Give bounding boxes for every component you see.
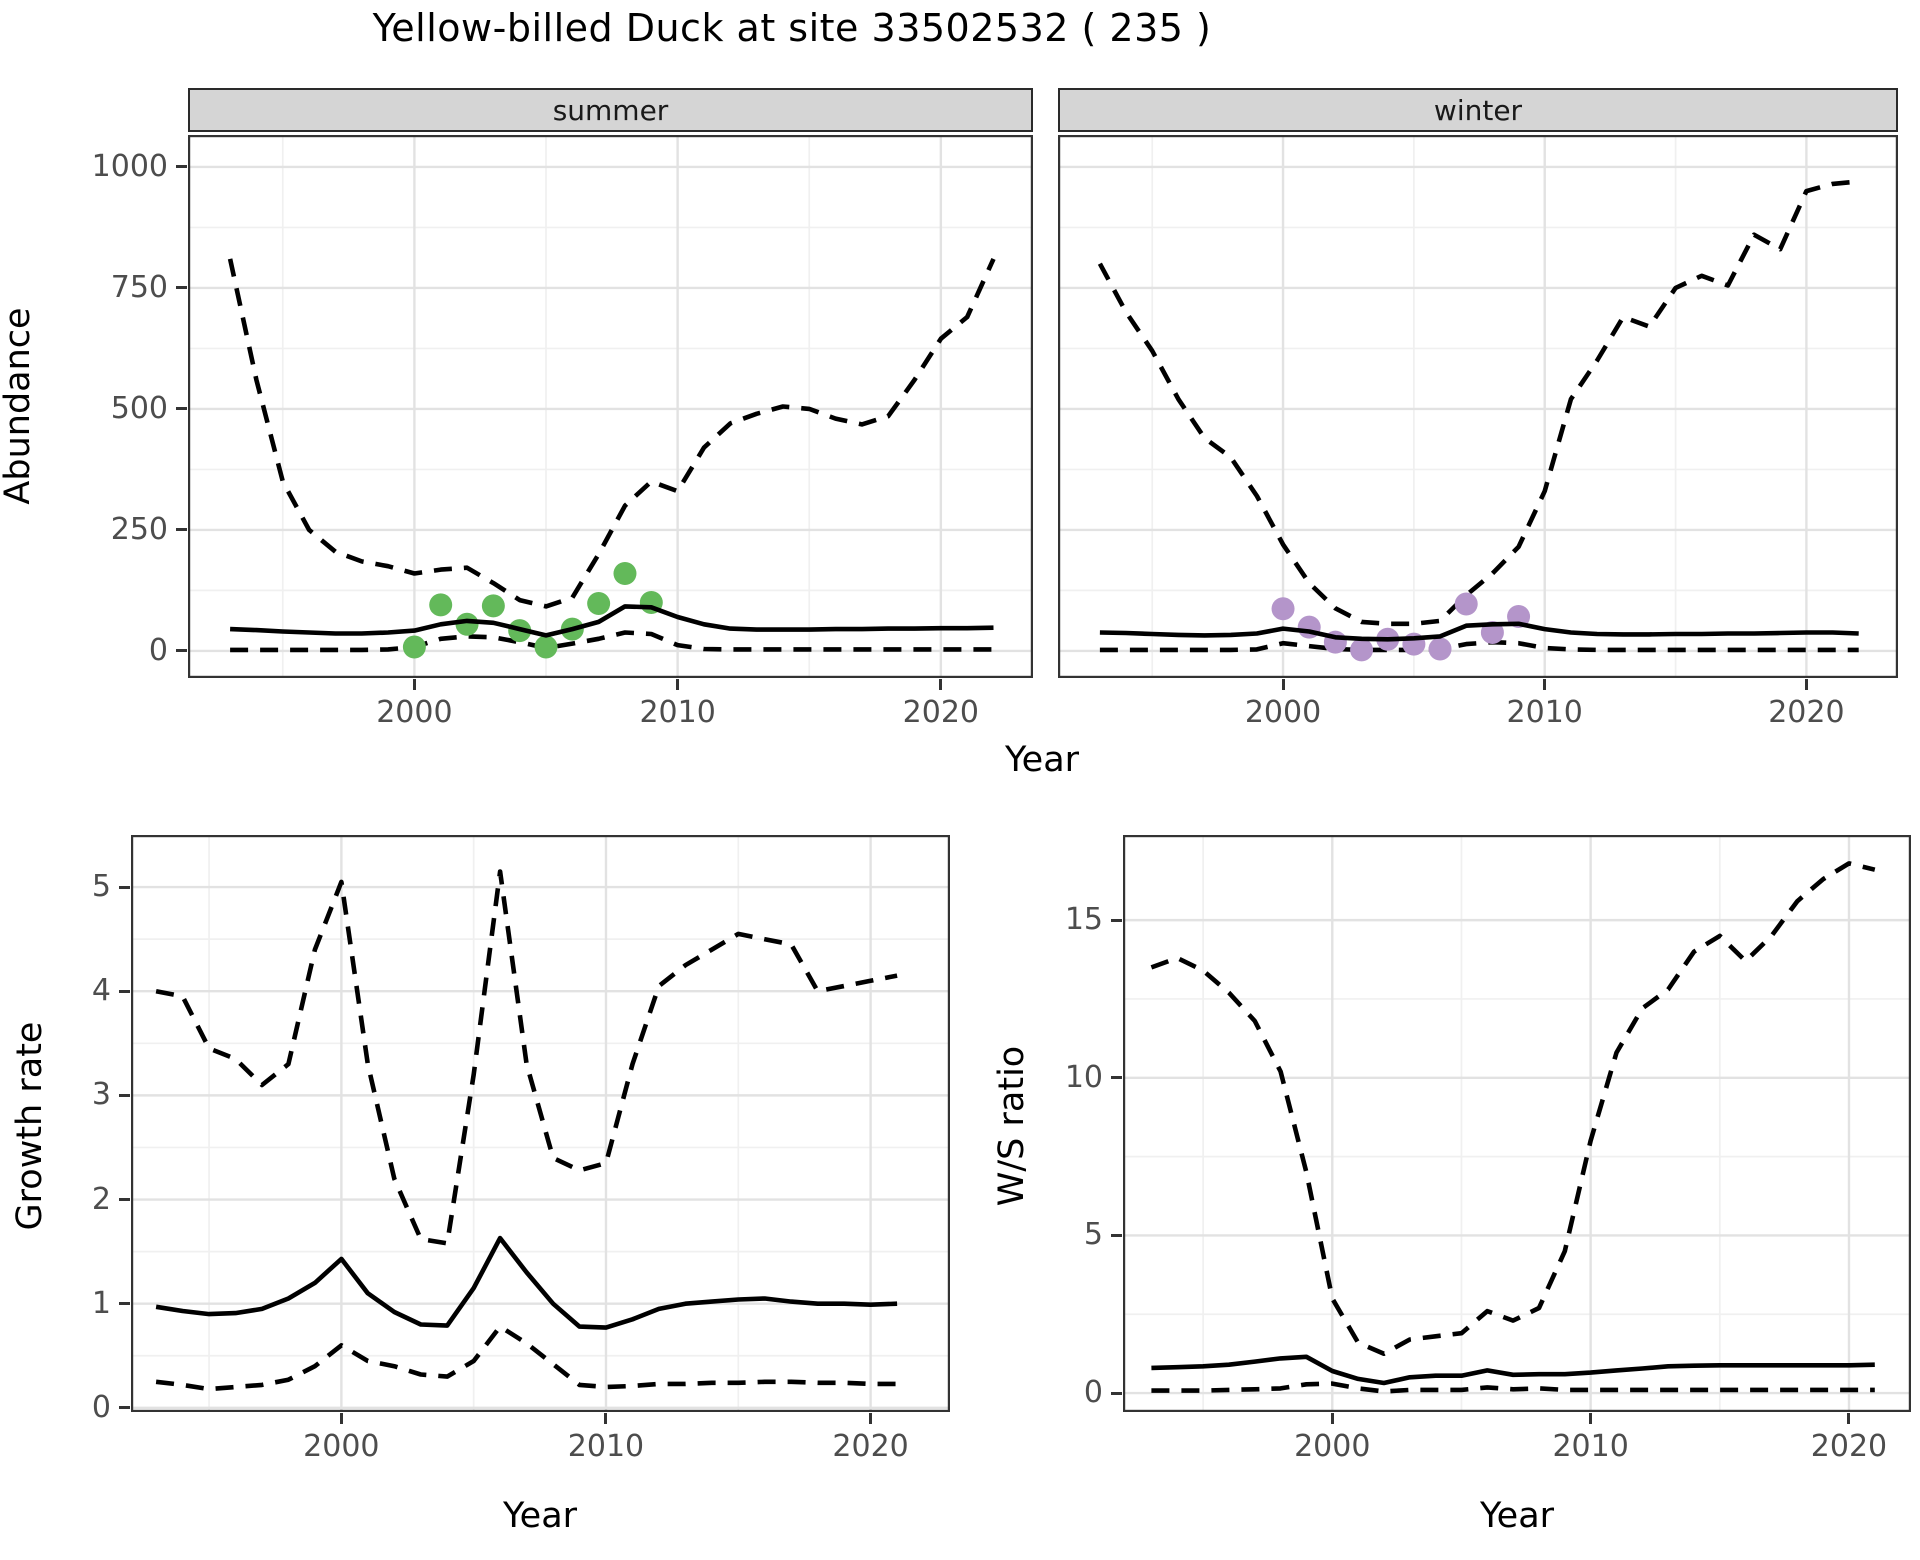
y-axis-title-growth-rate: Growth rate <box>10 1021 50 1231</box>
x-axis-title-year-growth: Year <box>502 1496 578 1536</box>
facet-strip-winter: winter <box>1058 88 1898 132</box>
x-tick-abundance-winter <box>1543 679 1547 690</box>
observed-counts-summer-point <box>534 635 558 659</box>
panel-abundance-winter <box>1058 135 1898 678</box>
y-tick-growth-rate <box>119 1302 130 1306</box>
growth-rate-median-line <box>155 1235 898 1330</box>
observed-counts-winter-point <box>1350 638 1374 662</box>
x-tick-abundance-winter <box>1804 679 1808 690</box>
y-tick-growth-rate <box>119 1406 130 1410</box>
x-tick-label-growth-rate: 2010 <box>567 1429 645 1464</box>
panel-ws-ratio <box>1123 835 1911 1412</box>
x-tick-label-abundance-summer: 2020 <box>902 695 980 730</box>
abundance-winter-lower_ci-line <box>1099 639 1859 653</box>
x-tick-label-abundance-winter: 2010 <box>1506 695 1583 730</box>
x-tick-growth-rate <box>339 1413 343 1424</box>
y-tick-ws-ratio <box>1111 1076 1122 1080</box>
facet-strip-winter-label: winter <box>1433 93 1523 127</box>
y-tick-label-growth-rate: 3 <box>91 1077 111 1113</box>
x-tick-abundance-summer <box>412 679 416 690</box>
y-tick-label-growth-rate: 1 <box>91 1285 111 1321</box>
observed-counts-winter-point <box>1428 637 1452 661</box>
growth-rate-upper_ci-line <box>155 869 898 1246</box>
y-tick-ws-ratio <box>1111 1391 1122 1395</box>
observed-counts-summer-point <box>429 593 453 617</box>
y-tick-label-growth-rate: 2 <box>91 1181 111 1217</box>
x-tick-growth-rate <box>869 1413 873 1424</box>
ws-ratio-upper_ci-line <box>1150 861 1876 1356</box>
y-tick-label-growth-rate: 5 <box>91 869 111 905</box>
abundance-summer-upper_ci-line <box>227 257 996 609</box>
abundance-summer-lower_ci-line <box>230 630 994 653</box>
y-tick-label-ws-ratio: 5 <box>1083 1217 1103 1253</box>
x-tick-label-ws-ratio: 2020 <box>1810 1429 1888 1464</box>
ws-ratio-median-line <box>1151 1354 1875 1386</box>
y-tick-growth-rate <box>119 989 130 993</box>
y-tick-ws-ratio <box>1111 918 1122 922</box>
abundance-summer-median-line <box>230 604 994 638</box>
abundance-winter-median-line <box>1099 621 1859 642</box>
facet-strip-summer: summer <box>188 88 1033 132</box>
observed-counts-winter-point <box>1454 592 1478 616</box>
figure-title: Yellow-billed Duck at site 33502532 ( 23… <box>372 6 1212 50</box>
observed-counts-summer-point <box>455 612 479 636</box>
y-tick-label-ws-ratio: 0 <box>1083 1375 1103 1411</box>
y-tick-abundance-summer <box>176 528 187 532</box>
x-tick-label-growth-rate: 2000 <box>303 1429 380 1464</box>
x-tick-label-abundance-winter: 2020 <box>1768 695 1845 730</box>
growth-rate-lower_ci-line <box>155 1324 898 1392</box>
observed-counts-summer-point <box>613 561 637 585</box>
x-tick-abundance-summer <box>676 679 680 690</box>
x-tick-label-abundance-summer: 2010 <box>639 695 716 730</box>
x-tick-label-abundance-summer: 2000 <box>376 695 453 730</box>
y-tick-growth-rate <box>119 1198 130 1202</box>
y-tick-label-abundance-summer: 1000 <box>91 148 168 184</box>
y-axis-title-abundance: Abundance <box>0 307 38 505</box>
x-tick-label-abundance-winter: 2000 <box>1244 695 1322 730</box>
y-tick-label-growth-rate: 0 <box>91 1389 111 1425</box>
panel-abundance-summer <box>188 135 1033 678</box>
x-axis-title-year-ws: Year <box>1479 1496 1555 1536</box>
y-tick-growth-rate <box>119 885 130 889</box>
x-tick-abundance-winter <box>1281 679 1285 690</box>
y-tick-label-abundance-summer: 0 <box>148 632 168 668</box>
observed-counts-summer-point <box>587 591 611 615</box>
x-tick-ws-ratio <box>1847 1413 1851 1424</box>
x-tick-ws-ratio <box>1330 1413 1334 1424</box>
observed-counts-winter-point <box>1271 597 1295 621</box>
x-tick-label-growth-rate: 2020 <box>832 1429 909 1464</box>
y-tick-abundance-summer <box>176 407 187 411</box>
y-tick-label-abundance-summer: 500 <box>110 390 168 426</box>
y-tick-label-abundance-summer: 250 <box>110 511 168 547</box>
y-tick-growth-rate <box>119 1093 130 1097</box>
y-tick-label-ws-ratio: 10 <box>1064 1059 1103 1095</box>
x-tick-ws-ratio <box>1589 1413 1593 1424</box>
facet-strip-summer-label: summer <box>552 93 669 127</box>
y-tick-abundance-summer <box>176 165 187 169</box>
y-tick-label-abundance-summer: 750 <box>110 269 168 305</box>
x-tick-label-ws-ratio: 2000 <box>1294 1429 1371 1464</box>
panel-growth-rate <box>131 835 950 1412</box>
y-tick-ws-ratio <box>1111 1233 1122 1237</box>
ws-ratio-lower_ci-line <box>1151 1381 1875 1394</box>
x-axis-title-year-top: Year <box>1004 740 1080 780</box>
y-tick-label-growth-rate: 4 <box>91 973 111 1009</box>
x-tick-label-ws-ratio: 2010 <box>1552 1429 1629 1464</box>
observed-counts-summer-point <box>402 635 426 659</box>
x-tick-growth-rate <box>604 1413 608 1424</box>
abundance-winter-upper_ci-line <box>1097 179 1859 627</box>
x-tick-abundance-summer <box>939 679 943 690</box>
y-tick-abundance-summer <box>176 286 187 290</box>
y-tick-abundance-summer <box>176 649 187 653</box>
y-tick-label-ws-ratio: 15 <box>1064 902 1103 938</box>
observed-counts-summer-point <box>481 594 505 618</box>
